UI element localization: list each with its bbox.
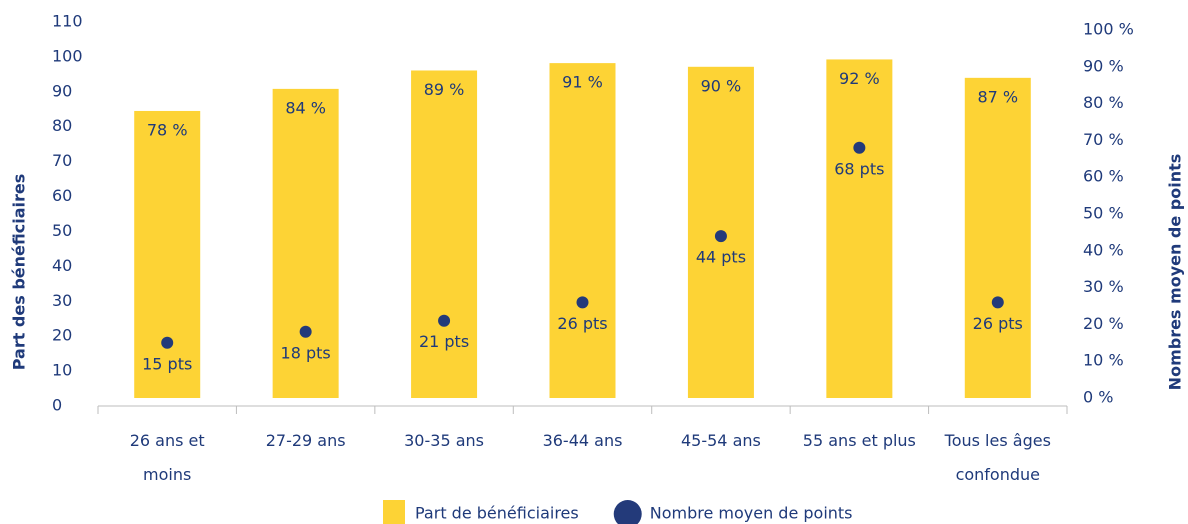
legend-swatch <box>383 500 405 524</box>
x-tick-label: 45-54 ans <box>680 431 761 450</box>
bar <box>272 88 339 398</box>
bar-value-label: 90 % <box>701 76 742 95</box>
bar-value-label: 89 % <box>424 80 465 99</box>
y2-tick-label: 70 % <box>1083 130 1124 149</box>
bar <box>411 70 478 398</box>
point-value-label: 18 pts <box>281 343 331 362</box>
y2-tick-label: 90 % <box>1083 56 1124 75</box>
legend-label: Nombre moyen de points <box>650 504 853 523</box>
bar-value-label: 91 % <box>562 73 603 92</box>
y-tick-label: 90 <box>52 81 72 100</box>
point <box>299 325 312 338</box>
y-tick-label: 110 <box>52 12 83 31</box>
y-tick-label: 100 <box>52 46 83 65</box>
y2-tick-label: 60 % <box>1083 167 1124 186</box>
y2-tick-label: 40 % <box>1083 240 1124 259</box>
x-tick-label: 30-35 ans <box>404 431 484 450</box>
y-tick-label: 20 <box>52 326 72 345</box>
x-tick-label: 36-44 ans <box>542 431 623 450</box>
y-axis-title: Part des bénéficiaires <box>10 174 29 371</box>
y-tick-label: 70 <box>52 151 72 170</box>
y-tick-label: 40 <box>52 256 72 275</box>
bar <box>134 110 201 399</box>
bar <box>549 63 616 399</box>
y-tick-label: 60 <box>52 186 72 205</box>
point <box>991 296 1004 309</box>
y2-tick-label: 30 % <box>1083 277 1124 296</box>
y-tick-label: 80 <box>52 116 72 135</box>
x-tick-label: 55 ans et plus <box>802 431 916 450</box>
y2-tick-label: 80 % <box>1083 93 1124 112</box>
point <box>853 141 866 154</box>
bar <box>964 77 1031 398</box>
point-value-label: 21 pts <box>419 332 469 351</box>
point-value-label: 26 pts <box>557 314 607 333</box>
y-tick-label: 50 <box>52 221 72 240</box>
bar <box>826 59 893 398</box>
x-tick-label: Tous les âges confondue <box>944 431 1051 484</box>
point-value-label: 26 pts <box>973 314 1023 333</box>
point-value-label: 15 pts <box>142 354 192 373</box>
y2-tick-label: 10 % <box>1083 351 1124 370</box>
point <box>576 296 589 309</box>
bar-value-label: 84 % <box>285 98 326 117</box>
y2-tick-label: 0 % <box>1083 388 1113 407</box>
bar-value-label: 87 % <box>977 87 1018 106</box>
y2-tick-label: 100 % <box>1083 20 1134 39</box>
legend-swatch <box>613 500 642 524</box>
y2-tick-label: 50 % <box>1083 204 1124 223</box>
y2-axis-title: Nombres moyen de points <box>1166 154 1185 391</box>
y-tick-label: 10 <box>52 361 72 380</box>
point <box>161 336 174 349</box>
y2-tick-label: 20 % <box>1083 314 1124 333</box>
point-value-label: 44 pts <box>696 248 746 267</box>
point <box>438 314 451 327</box>
x-tick-label: 27-29 ans <box>265 431 346 450</box>
point <box>714 230 727 243</box>
y-tick-label: 0 <box>52 396 62 415</box>
x-tick-label: 26 ans et moins <box>129 431 205 484</box>
bar-value-label: 92 % <box>839 69 880 88</box>
legend-label: Part de bénéficiaires <box>415 504 579 523</box>
bar-value-label: 78 % <box>147 120 188 139</box>
point-value-label: 68 pts <box>834 159 884 178</box>
y-tick-label: 30 <box>52 291 72 310</box>
